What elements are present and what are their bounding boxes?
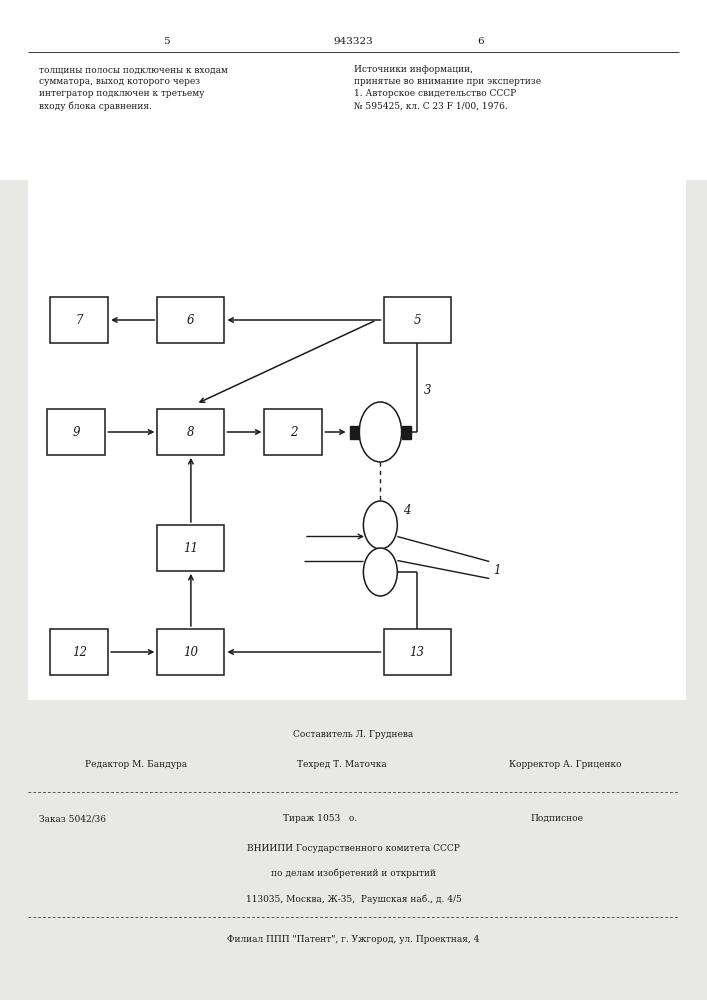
Text: Техред Т. Маточка: Техред Т. Маточка <box>297 760 387 769</box>
Text: 6: 6 <box>187 314 194 326</box>
Text: 12: 12 <box>71 646 87 658</box>
Bar <box>50 297 108 343</box>
Bar <box>158 409 225 455</box>
Text: 943323: 943323 <box>334 37 373 46</box>
Text: 8: 8 <box>187 426 194 438</box>
Text: Заказ 5042/36: Заказ 5042/36 <box>39 814 106 823</box>
Text: 2: 2 <box>290 426 297 438</box>
Bar <box>384 629 451 675</box>
Text: Подписное: Подписное <box>530 814 583 823</box>
Text: 5: 5 <box>163 37 170 46</box>
Bar <box>50 629 108 675</box>
Bar <box>384 297 451 343</box>
Text: 5: 5 <box>414 314 421 326</box>
Bar <box>264 409 322 455</box>
Text: 10: 10 <box>183 646 199 658</box>
Text: 113035, Москва, Ж-35,  Раушская наб., д. 4/5: 113035, Москва, Ж-35, Раушская наб., д. … <box>245 894 462 904</box>
Text: 11: 11 <box>183 542 199 554</box>
Bar <box>0 0 707 180</box>
Text: ВНИИПИ Государственного комитета СССР: ВНИИПИ Государственного комитета СССР <box>247 844 460 853</box>
Text: Тираж 1053   о.: Тираж 1053 о. <box>283 814 357 823</box>
Text: 7: 7 <box>76 314 83 326</box>
Bar <box>28 180 686 700</box>
Text: Редактор М. Бандура: Редактор М. Бандура <box>85 760 187 769</box>
Text: Филиал ППП "Патент", г. Ужгород, ул. Проектная, 4: Филиал ППП "Патент", г. Ужгород, ул. Про… <box>228 935 479 944</box>
Text: 1: 1 <box>493 564 501 576</box>
Text: толщины полосы подключены к входам
сумматора, выход которого через
интегратор по: толщины полосы подключены к входам сумма… <box>39 65 228 111</box>
Text: 13: 13 <box>409 646 425 658</box>
Text: 6: 6 <box>477 37 484 46</box>
Circle shape <box>359 402 402 462</box>
Text: Корректор А. Гриценко: Корректор А. Гриценко <box>509 760 621 769</box>
Text: 9: 9 <box>73 426 80 438</box>
Circle shape <box>363 501 397 549</box>
Bar <box>158 297 225 343</box>
Bar <box>47 409 105 455</box>
Bar <box>402 426 411 438</box>
Circle shape <box>363 548 397 596</box>
Text: 3: 3 <box>423 384 431 397</box>
Bar <box>158 629 225 675</box>
Bar <box>158 525 225 571</box>
Text: Источники информации,
принятые во внимание при экспертизе
1. Авторское свидетель: Источники информации, принятые во вниман… <box>354 65 541 110</box>
Bar <box>350 426 359 438</box>
Text: 4: 4 <box>403 504 411 517</box>
Text: Составитель Л. Груднева: Составитель Л. Груднева <box>293 730 414 739</box>
Text: по делам изобретений и открытий: по делам изобретений и открытий <box>271 869 436 878</box>
